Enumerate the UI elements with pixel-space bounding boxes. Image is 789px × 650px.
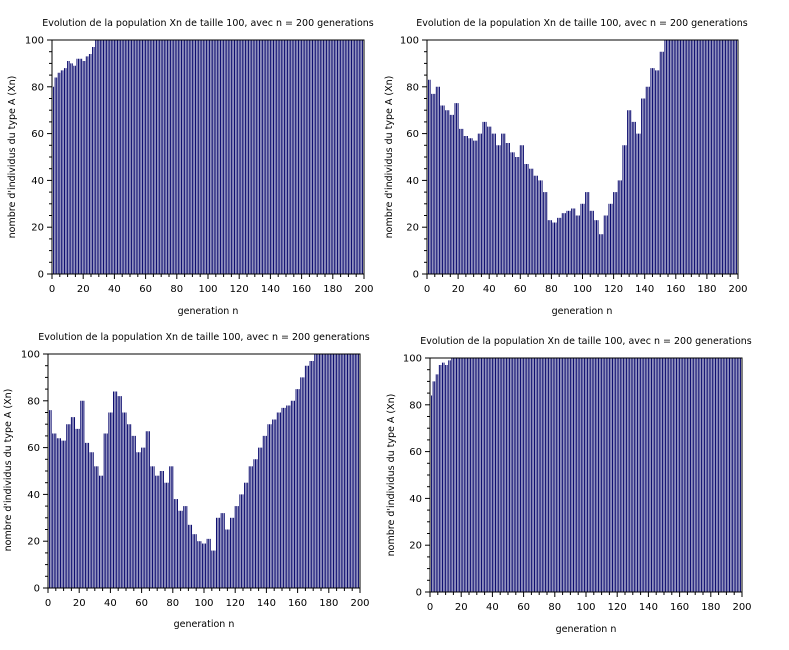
y-tick-label: 100 <box>25 36 44 47</box>
x-tick-label: 40 <box>486 602 499 613</box>
x-tick-label: 100 <box>194 598 213 609</box>
x-tick-label: 60 <box>139 284 152 295</box>
x-tick-label: 120 <box>230 284 249 295</box>
y-tick-label: 20 <box>409 541 422 552</box>
y-tick-label: 0 <box>413 270 419 281</box>
x-tick-label: 80 <box>170 284 183 295</box>
y-tick-label: 40 <box>31 176 44 187</box>
y-tick-label: 40 <box>409 494 422 505</box>
x-tick-label: 200 <box>728 284 747 295</box>
x-tick-label: 120 <box>226 598 245 609</box>
x-tick-label: 160 <box>666 284 685 295</box>
x-tick-label: 40 <box>108 284 121 295</box>
bars <box>51 40 365 274</box>
y-axis-label: nombre d'individus du type A (Xn) <box>386 394 397 557</box>
x-tick-label: 0 <box>427 602 433 613</box>
x-tick-label: 100 <box>576 602 595 613</box>
x-tick-label: 20 <box>452 284 465 295</box>
y-tick-label: 40 <box>406 176 419 187</box>
y-tick-label: 80 <box>409 400 422 411</box>
x-tick-label: 60 <box>517 602 530 613</box>
x-tick-label: 0 <box>45 598 51 609</box>
x-tick-label: 180 <box>697 284 716 295</box>
y-tick-label: 100 <box>400 36 419 47</box>
bars <box>426 40 739 274</box>
x-tick-label: 0 <box>49 284 55 295</box>
x-tick-label: 80 <box>545 284 558 295</box>
y-tick-label: 100 <box>403 354 422 365</box>
y-axis-label: nombre d'individus du type A (Xn) <box>384 76 395 239</box>
y-tick-label: 0 <box>34 584 40 595</box>
x-tick-label: 80 <box>548 602 561 613</box>
x-tick-label: 120 <box>604 284 623 295</box>
x-tick-label: 20 <box>455 602 468 613</box>
y-tick-label: 100 <box>21 350 40 361</box>
x-axis-label: generation n <box>174 619 235 630</box>
y-tick-label: 80 <box>27 396 40 407</box>
y-tick-label: 0 <box>38 270 44 281</box>
y-tick-label: 80 <box>31 82 44 93</box>
x-tick-label: 160 <box>670 602 689 613</box>
x-tick-label: 160 <box>288 598 307 609</box>
chart-panel-2: Evolution de la population Xn de taille … <box>384 18 748 317</box>
x-axis-label: generation n <box>178 306 239 317</box>
x-tick-label: 200 <box>354 284 373 295</box>
y-tick-label: 40 <box>27 490 40 501</box>
x-tick-label: 120 <box>608 602 627 613</box>
x-tick-label: 60 <box>514 284 527 295</box>
bars <box>429 358 743 592</box>
x-tick-label: 180 <box>701 602 720 613</box>
y-axis-label: nombre d'individus du type A (Xn) <box>7 76 18 239</box>
x-tick-label: 60 <box>135 598 148 609</box>
x-tick-label: 100 <box>573 284 592 295</box>
chart-panel-1: Evolution de la population Xn de taille … <box>7 18 374 317</box>
y-tick-label: 60 <box>31 129 44 140</box>
y-axis-label: nombre d'individus du type A (Xn) <box>3 389 14 552</box>
x-tick-label: 180 <box>323 284 342 295</box>
x-tick-label: 100 <box>198 284 217 295</box>
y-tick-label: 20 <box>406 223 419 234</box>
y-tick-label: 60 <box>406 129 419 140</box>
x-tick-label: 200 <box>350 598 369 609</box>
x-tick-label: 80 <box>166 598 179 609</box>
y-tick-label: 80 <box>406 82 419 93</box>
chart-title: Evolution de la population Xn de taille … <box>416 18 748 29</box>
x-tick-label: 20 <box>77 284 90 295</box>
y-tick-label: 60 <box>409 447 422 458</box>
x-tick-label: 20 <box>73 598 86 609</box>
chart-title: Evolution de la population Xn de taille … <box>42 18 374 29</box>
x-tick-label: 140 <box>635 284 654 295</box>
x-tick-label: 140 <box>639 602 658 613</box>
y-tick-label: 60 <box>27 443 40 454</box>
x-axis-label: generation n <box>552 306 613 317</box>
x-tick-label: 140 <box>261 284 280 295</box>
x-tick-label: 180 <box>319 598 338 609</box>
y-tick-label: 0 <box>416 588 422 599</box>
chart-panel-3: Evolution de la population Xn de taille … <box>3 332 370 630</box>
chart-panel-4: Evolution de la population Xn de taille … <box>386 336 752 635</box>
chart-title: Evolution de la population Xn de taille … <box>420 336 752 347</box>
x-tick-label: 200 <box>732 602 751 613</box>
x-tick-label: 140 <box>257 598 276 609</box>
x-tick-label: 40 <box>483 284 496 295</box>
x-tick-label: 40 <box>104 598 117 609</box>
chart-title: Evolution de la population Xn de taille … <box>38 332 370 343</box>
x-tick-label: 0 <box>424 284 430 295</box>
bars <box>47 354 361 588</box>
x-tick-label: 160 <box>292 284 311 295</box>
x-axis-label: generation n <box>556 624 617 635</box>
y-tick-label: 20 <box>27 537 40 548</box>
y-tick-label: 20 <box>31 223 44 234</box>
